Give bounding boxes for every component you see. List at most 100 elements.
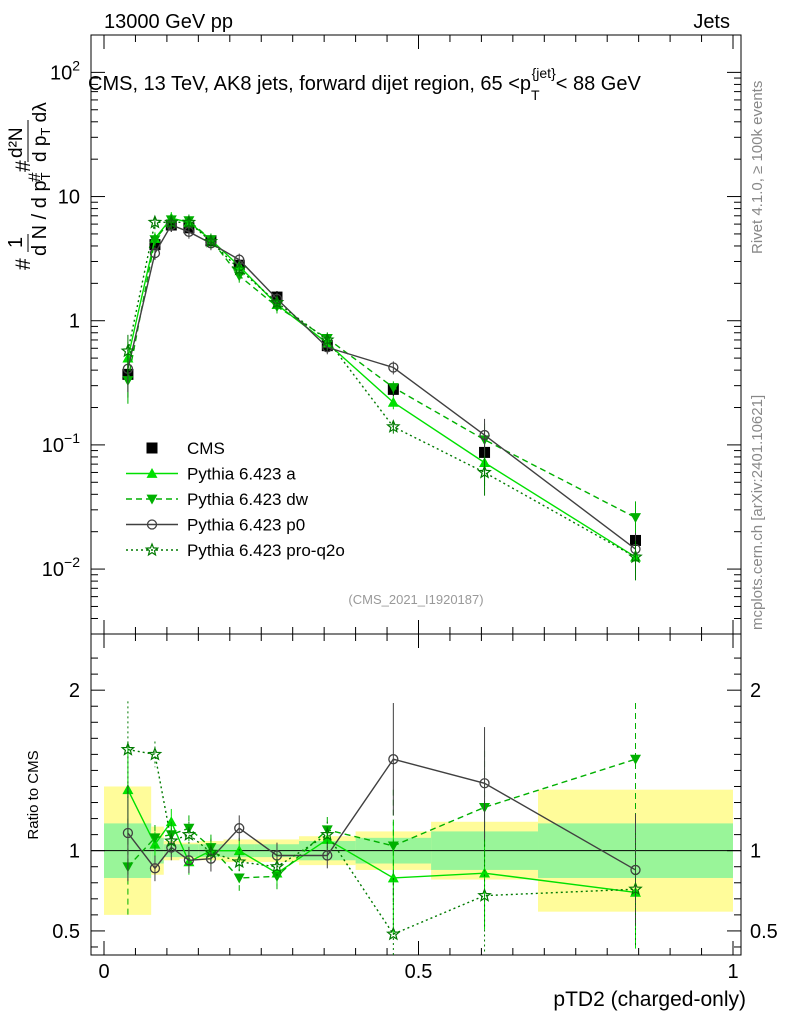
data-point <box>231 261 247 276</box>
data-point <box>479 429 490 441</box>
ratio-frame <box>90 633 742 956</box>
ratio-point <box>149 863 161 874</box>
ratio-point <box>147 746 163 761</box>
legend-label: Pythia 6.423 pro-q2o <box>187 541 345 560</box>
ratio-point <box>271 871 283 882</box>
svg-text:#: # <box>25 172 44 182</box>
data-point <box>320 332 335 347</box>
ratio-series <box>120 701 643 955</box>
ratio-point <box>320 826 335 841</box>
ratio-point <box>120 741 136 756</box>
ratio-y-tick-label-right: 1 <box>750 841 761 863</box>
ratio-point <box>231 854 247 869</box>
energy-label: 13000 GeV pp <box>104 11 233 33</box>
legend-marker <box>146 468 158 478</box>
source-label: mcplots.cern.ch [arXiv:2401.10621] <box>749 395 766 630</box>
legend-marker <box>144 542 160 557</box>
svg-text:d N / d pT: d N / d pT <box>29 172 53 256</box>
ratio-point <box>234 823 245 834</box>
series-pythia-6-423-pro-q2o <box>120 214 643 581</box>
data-point <box>628 549 643 564</box>
x-tick-label: 1 <box>727 961 738 983</box>
ratio-point <box>479 867 491 878</box>
data-point <box>269 294 285 309</box>
legend-entry: Pythia 6.423 pro-q2o <box>126 541 345 560</box>
data-point <box>147 214 163 229</box>
ratio-point <box>388 754 399 765</box>
ratio-point <box>479 778 490 789</box>
x-tick-label: 0 <box>98 961 109 983</box>
svg-text:d²N: d²N <box>6 127 27 158</box>
ratio-point <box>183 855 195 866</box>
ratio-point <box>630 754 642 765</box>
data-point <box>388 362 399 373</box>
data-point <box>149 248 161 259</box>
ratio-point <box>149 833 161 844</box>
svg-text:#: # <box>12 160 35 172</box>
y-tick-label: 10−2 <box>42 554 80 581</box>
ratio-point <box>387 841 399 852</box>
x-tick-label: 0.5 <box>405 961 433 983</box>
data-point <box>387 396 399 407</box>
ratio-line <box>127 748 636 936</box>
ratio-pythia-6-423-p0 <box>122 703 641 927</box>
ratio-point <box>233 873 245 884</box>
legend: CMS Pythia 6.423 a Pythia 6.423 dw Pythia 6… <box>126 439 345 560</box>
legend-label: Pythia 6.423 p0 <box>187 516 305 535</box>
data-point <box>386 419 401 433</box>
main-title: CMS, 13 TeV, AK8 jets, forward dijet reg… <box>88 65 641 103</box>
svg-text:1: 1 <box>5 237 27 248</box>
ratio-point <box>387 872 399 883</box>
ratio-pythia-6-423-pro-q2o <box>120 701 643 955</box>
main-series <box>120 212 643 581</box>
ratio-point <box>322 850 333 861</box>
svg-text:#: # <box>12 258 35 270</box>
svg-text:d pT dλ: d pT dλ <box>30 102 53 162</box>
ratio-point <box>149 838 161 849</box>
ratio-point <box>164 833 179 848</box>
category-label: Jets <box>693 11 730 33</box>
legend-entry: CMS <box>146 439 225 458</box>
ratio-y-tick-label-right: 2 <box>750 680 761 702</box>
ratio-point <box>165 816 177 827</box>
y-tick-label: 1 <box>69 311 80 333</box>
data-point <box>477 464 492 479</box>
y-tick-label: 10 <box>58 187 80 209</box>
data-point <box>203 233 219 248</box>
ratio-point <box>203 844 219 859</box>
ratio-y-tick-label: 2 <box>69 680 80 702</box>
legend-marker <box>146 442 158 454</box>
data-point <box>164 214 179 229</box>
axes: 0 0.5 1 10−2 10−1 1 10 102 0.5 0.5 1 1 2 2 <box>42 34 778 983</box>
rivet-label: Rivet 4.1.0, ≥ 100k events <box>749 81 766 254</box>
ratio-y-tick-label: 0.5 <box>52 921 80 943</box>
ratio-point <box>386 926 401 941</box>
ratio-y-label: Ratio to CMS <box>25 750 42 839</box>
legend-label: Pythia 6.423 dw <box>187 490 309 509</box>
data-point <box>120 343 136 358</box>
data-point <box>630 513 642 524</box>
ratio-y-tick-label: 1 <box>69 841 80 863</box>
legend-marker <box>146 494 158 505</box>
ratio-point <box>122 827 134 839</box>
ratio-point <box>321 825 333 836</box>
legend-label: CMS <box>187 439 225 458</box>
y-tick-label: 10−1 <box>42 430 80 457</box>
data-point <box>387 383 399 393</box>
legend-label: Pythia 6.423 a <box>187 465 296 484</box>
ratio-point <box>181 826 197 841</box>
legend-marker <box>146 519 158 530</box>
ratio-y-tick-label-right: 0.5 <box>750 921 778 943</box>
ratio-point <box>205 853 217 864</box>
main-y-label: # 1 d N / d pT # d²N d pT dλ # <box>5 102 53 270</box>
legend-entry: Pythia 6.423 p0 <box>126 516 305 535</box>
analysis-id: (CMS_2021_I1920187) <box>348 592 483 607</box>
x-axis-label: pTD2 (charged-only) <box>553 988 746 1011</box>
legend-entry: Pythia 6.423 dw <box>126 490 309 509</box>
legend-entry: Pythia 6.423 a <box>126 465 296 484</box>
ratio-point <box>477 887 492 902</box>
ratio-point <box>269 859 285 873</box>
data-point <box>181 214 197 229</box>
y-tick-label: 102 <box>50 57 80 84</box>
